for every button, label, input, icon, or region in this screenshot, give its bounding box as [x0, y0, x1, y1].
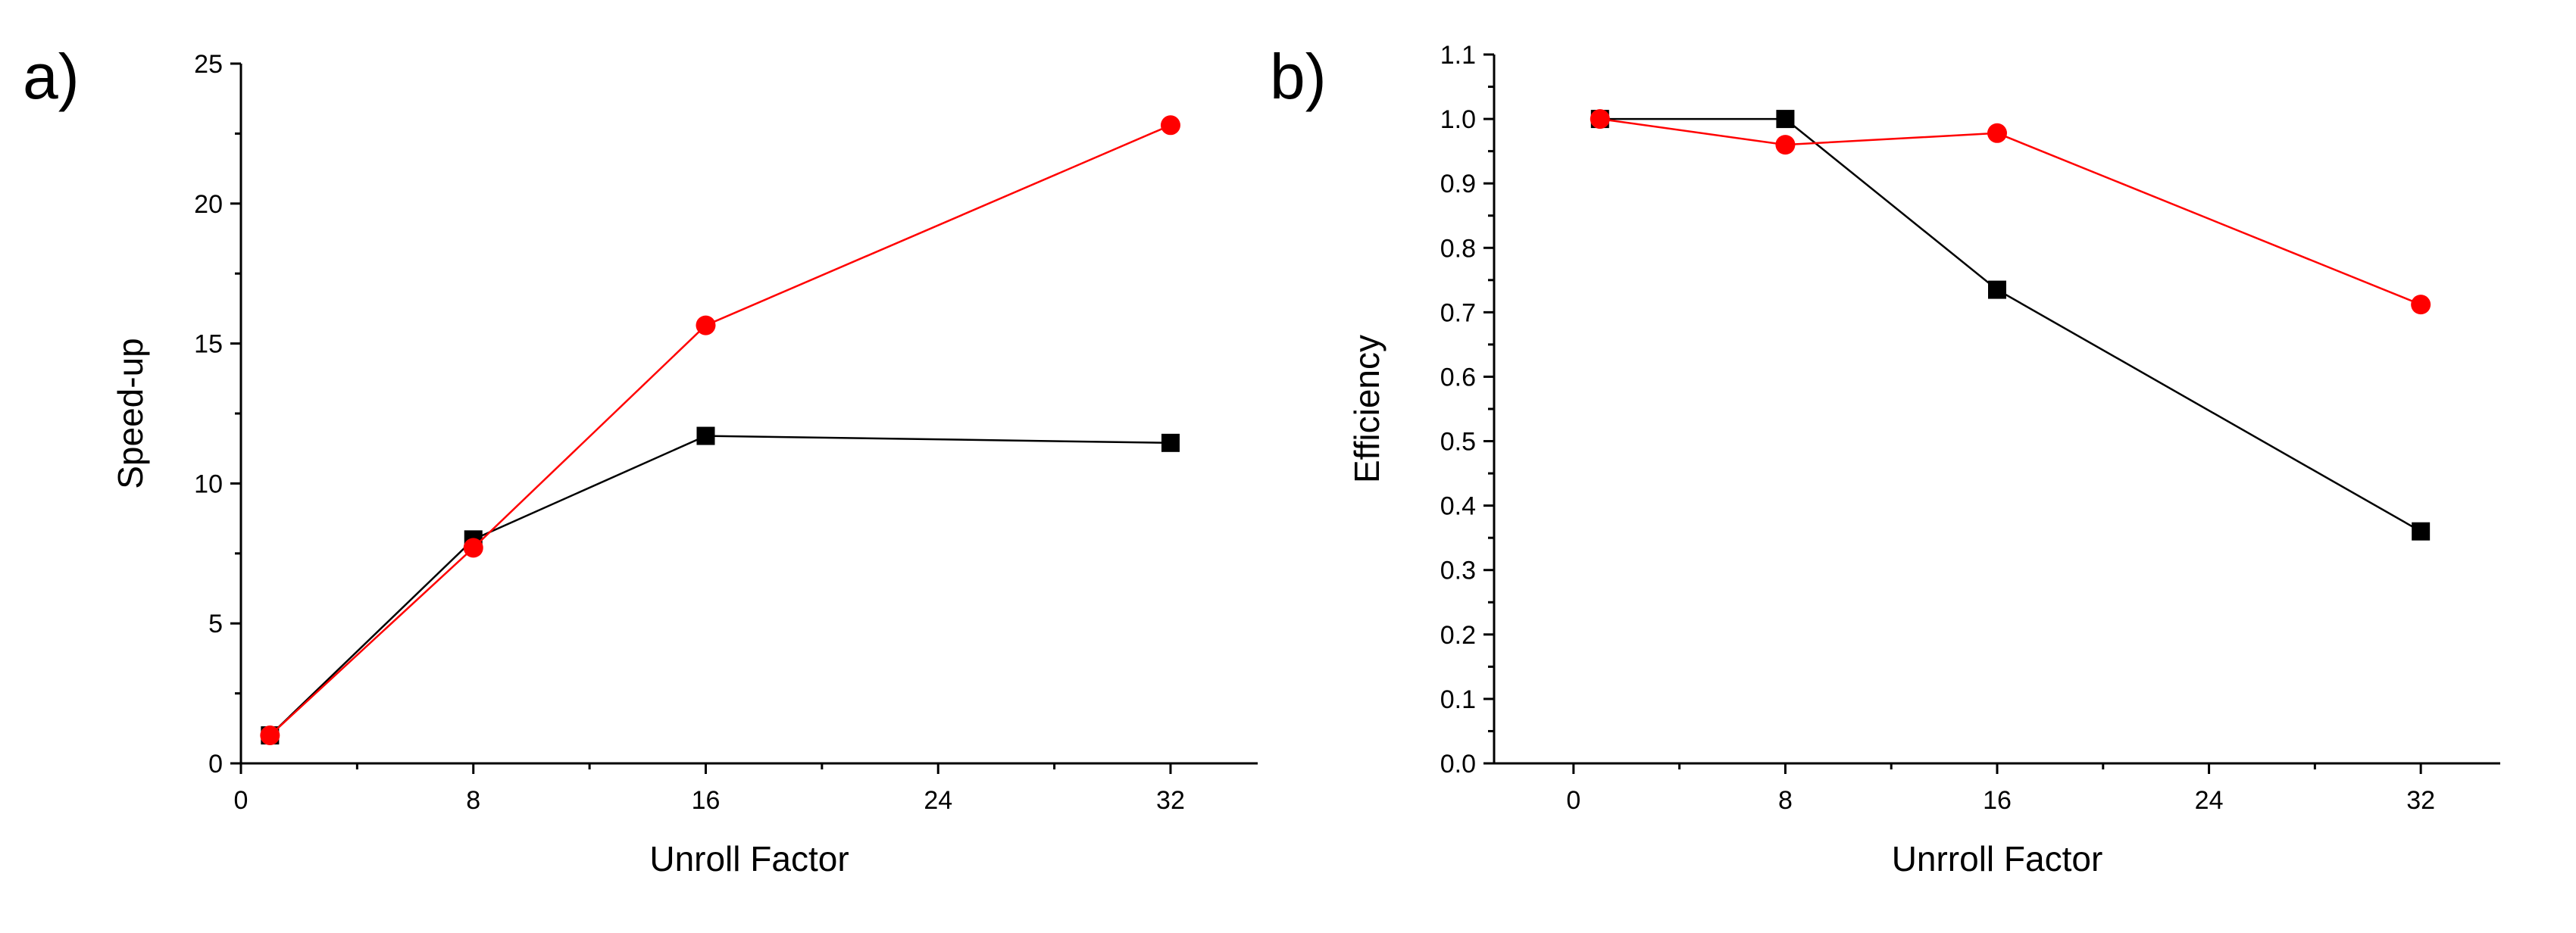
data-point-square-a [1161, 433, 1180, 452]
x-tick-label-a: 8 [466, 786, 480, 815]
series-line-a-1 [269, 124, 1171, 736]
x-tick-label-a: 0 [234, 786, 249, 815]
panel-label-a: a) [23, 41, 80, 112]
y-tick-label-b: 0.7 [1440, 298, 1476, 327]
y-tick-label-b: 0.2 [1440, 621, 1476, 650]
y-tick-label-a: 15 [194, 330, 223, 359]
x-axis-title-b: Unrroll Factor [1892, 839, 2103, 878]
x-tick-label-b: 8 [1778, 786, 1793, 815]
data-point-square-a [696, 426, 715, 445]
data-point-circle-a [463, 538, 483, 558]
data-point-square-b [2412, 522, 2431, 541]
y-tick-label-a: 25 [194, 50, 223, 79]
x-tick-label-b: 16 [1983, 786, 2012, 815]
y-tick-label-b: 1.1 [1440, 41, 1476, 70]
x-tick-label-a: 16 [692, 786, 721, 815]
y-tick-label-a: 5 [208, 610, 223, 638]
x-tick-label-b: 0 [1566, 786, 1580, 815]
y-tick-label-a: 20 [194, 190, 223, 219]
x-axis-title-a: Unroll Factor [649, 839, 849, 878]
series-line-a-0 [269, 435, 1171, 736]
chart-a-speedup: a) 0 5 10 15 20 25 0 8 16 24 32 Unroll Factor Speed-u… [23, 41, 1258, 878]
y-tick-label-b: 0.6 [1440, 363, 1476, 392]
x-tick-label-b: 32 [2406, 786, 2435, 815]
y-axis-title-b: Efficiency [1347, 335, 1386, 483]
y-tick-label-b: 0.9 [1440, 170, 1476, 198]
data-point-circle-b [2411, 295, 2431, 315]
data-point-square-b [1988, 280, 2006, 299]
x-tick-label-a: 32 [1156, 786, 1185, 815]
y-tick-label-b: 0.5 [1440, 428, 1476, 457]
y-axis-title-a: Speed-up [111, 338, 150, 489]
y-tick-label-b: 0.3 [1440, 557, 1476, 585]
y-tick-label-b: 0.8 [1440, 234, 1476, 263]
panel-label-b: b) [1270, 41, 1327, 112]
data-point-square-b [1776, 110, 1795, 129]
y-tick-label-b: 1.0 [1440, 105, 1476, 134]
data-point-circle-b [1987, 123, 2007, 143]
y-tick-label-a: 0 [208, 750, 223, 779]
data-point-circle-a [696, 315, 716, 335]
data-point-circle-b [1775, 135, 1796, 155]
data-point-circle-a [1160, 115, 1180, 136]
series-line-b-1 [1599, 117, 2421, 306]
y-tick-label-b: 0.4 [1440, 492, 1476, 521]
y-tick-label-a: 10 [194, 470, 223, 498]
data-point-circle-b [1590, 109, 1610, 129]
x-tick-label-b: 24 [2195, 786, 2224, 815]
data-point-circle-a [260, 725, 280, 746]
y-tick-label-b: 0.1 [1440, 685, 1476, 714]
series-line-b-0 [1599, 117, 2421, 532]
chart-b-efficiency: b) 0.0 0.1 0.2 0.3 0.4 0.5 0.6 0.7 0.8 0.9 1.0 1.1 0 8… [1270, 41, 2500, 878]
y-tick-label-b: 0.0 [1440, 750, 1476, 779]
x-tick-label-a: 24 [924, 786, 952, 815]
